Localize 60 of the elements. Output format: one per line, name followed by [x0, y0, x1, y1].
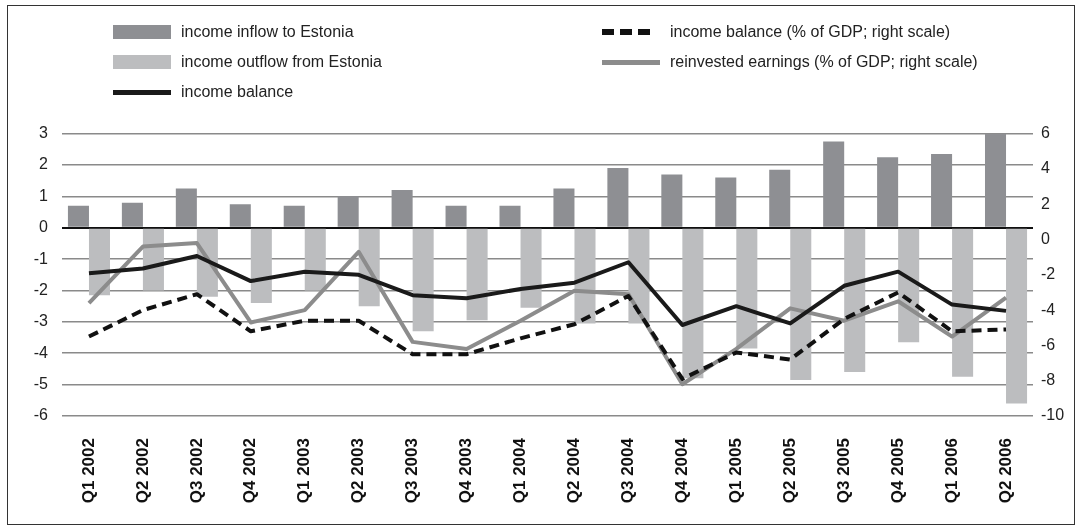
legend-label: income balance (% of GDP; right scale) [670, 23, 951, 41]
x-tick-label: Q4 2002 [240, 438, 260, 504]
bar [121, 202, 143, 227]
line-series [86, 290, 1009, 381]
bar [736, 228, 758, 349]
bar [445, 205, 467, 227]
bar [844, 228, 866, 373]
y2-tick-label: -10 [1041, 406, 1065, 424]
x-tick-label: Q2 2004 [564, 437, 584, 504]
bar [952, 228, 974, 377]
y-tick-label: -5 [33, 375, 49, 393]
x-tick-label: Q2 2006 [995, 438, 1015, 504]
y-tick-label: -3 [33, 312, 49, 330]
bar [790, 228, 812, 380]
y2-tick-label: 0 [1041, 229, 1050, 247]
y-tick-label: -4 [33, 343, 49, 361]
legend-label: income outflow from Estonia [181, 53, 382, 71]
x-tick-label: Q1 2003 [294, 438, 314, 504]
y2-tick-label: 4 [1041, 159, 1050, 177]
y2-tick-label: 2 [1041, 194, 1050, 212]
x-tick-label: Q1 2002 [78, 438, 98, 504]
y-tick-label: 1 [39, 186, 49, 204]
x-tick-label: Q2 2005 [779, 438, 799, 504]
x-tick-label: Q1 2005 [725, 438, 745, 504]
bar [682, 228, 704, 379]
x-tick-label: Q4 2003 [456, 438, 476, 504]
bar [304, 228, 326, 291]
bar [283, 205, 305, 227]
x-tick-label: Q3 2003 [402, 438, 422, 504]
bar [229, 204, 251, 227]
y2-tick-label: -6 [1041, 335, 1056, 353]
bar [412, 228, 434, 332]
y-tick-label: -6 [33, 406, 49, 424]
y2-tick-label: -8 [1041, 371, 1056, 389]
y-tick-label: 3 [39, 124, 49, 142]
x-tick-label: Q1 2004 [510, 437, 530, 504]
bar [250, 228, 272, 304]
x-tick-label: Q1 2006 [941, 438, 961, 504]
x-tick-label: Q3 2002 [186, 438, 206, 504]
y-tick-label: 0 [39, 218, 49, 236]
x-tick-label: Q3 2004 [618, 437, 638, 504]
y-tick-label: 2 [39, 155, 49, 173]
y-tick-label: -2 [33, 280, 49, 298]
bar [67, 205, 89, 227]
legend-label: income inflow to Estonia [181, 23, 354, 41]
bar [520, 228, 542, 308]
y-tick-label: -1 [33, 249, 49, 267]
y2-tick-label: -4 [1041, 300, 1056, 318]
legend-label: reinvested earnings (% of GDP; right scale) [670, 53, 978, 71]
x-tick-label: Q4 2004 [672, 437, 692, 504]
legend-label: income balance [181, 83, 294, 101]
bar [1006, 228, 1028, 404]
x-tick-label: Q3 2005 [833, 438, 853, 504]
x-tick-label: Q4 2005 [887, 438, 907, 504]
bar [499, 205, 521, 227]
x-tick-label: Q2 2003 [348, 438, 368, 504]
bar [466, 228, 488, 321]
x-tick-label: Q2 2002 [132, 438, 152, 504]
y2-tick-label: -2 [1041, 265, 1056, 283]
y2-tick-label: 6 [1041, 124, 1050, 142]
